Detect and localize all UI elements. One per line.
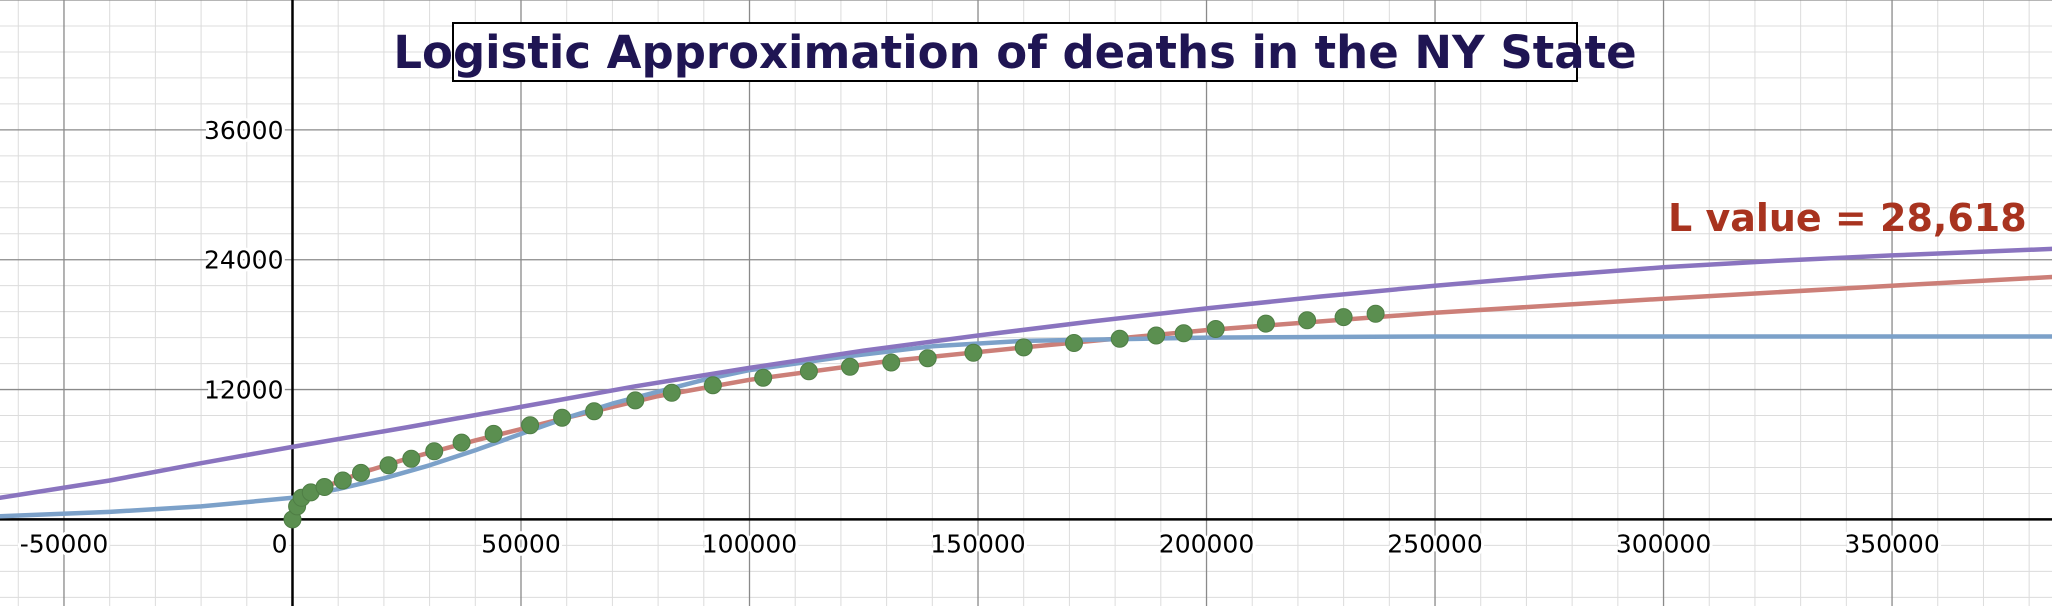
data-point (703, 376, 722, 395)
data-point (1298, 311, 1317, 330)
data-point (1110, 329, 1129, 348)
x-tick-label: 300000 (1616, 529, 1711, 558)
data-point (1014, 338, 1033, 357)
data-point (585, 402, 604, 421)
x-tick-label: 350000 (1844, 529, 1939, 558)
data-point (662, 383, 681, 402)
fit-curve-purple (0, 246, 2052, 501)
data-point (882, 353, 901, 372)
data-point (1206, 320, 1225, 338)
y-tick-label: 12000 (204, 376, 284, 405)
data-point (799, 362, 818, 381)
data-point (452, 433, 471, 452)
curves (0, 246, 2052, 522)
data-point (553, 408, 572, 427)
x-tick-label: 250000 (1387, 529, 1482, 558)
data-point (626, 391, 645, 410)
title-box: Logistic Approximation of deaths in the … (393, 22, 1637, 82)
data-point (1334, 308, 1353, 327)
data-point (1366, 304, 1385, 323)
y-tick-label: 24000 (204, 246, 284, 275)
data-point (352, 463, 370, 482)
data-point (484, 424, 503, 443)
data-point (754, 368, 773, 387)
data-point (521, 416, 540, 435)
data-point (1065, 334, 1083, 352)
l-value-annotation: L value = 28,618 (1668, 196, 2027, 240)
data-point (1256, 314, 1275, 333)
data-point (333, 471, 352, 490)
data-point (379, 456, 398, 475)
x-tick-label: -50000 (20, 529, 109, 558)
tick-labels: -50000 0 50000 100000 150000 200000 250000 3000… (17, 113, 1943, 562)
x-tick-label: 100000 (702, 529, 797, 558)
data-point (1147, 326, 1166, 345)
data-point (402, 449, 421, 468)
x-tick-label: 150000 (930, 529, 1025, 558)
data-points (283, 304, 1385, 529)
data-point (918, 349, 937, 368)
x-tick-label: 50000 (481, 529, 561, 558)
data-point (315, 478, 334, 496)
data-point (964, 343, 983, 362)
chart-title: Logistic Approximation of deaths in the … (393, 25, 1637, 79)
y-tick-label: 36000 (204, 116, 284, 145)
data-point (1174, 324, 1193, 343)
x-tick-label: 200000 (1159, 529, 1254, 558)
data-point (841, 357, 859, 376)
x-tick-label: 0 (272, 529, 288, 558)
data-point (425, 442, 444, 461)
